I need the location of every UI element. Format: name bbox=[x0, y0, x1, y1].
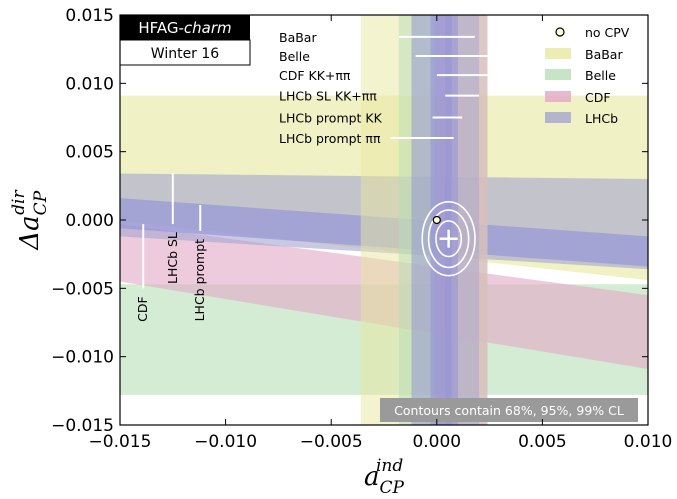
contour-annotation: Contours contain 68%, 95%, 99% CL bbox=[380, 398, 638, 422]
meas-label-belle: Belle bbox=[279, 49, 310, 64]
logo-title-italic: charm bbox=[184, 19, 232, 37]
x-tick-label-1: −0.010 bbox=[194, 432, 257, 452]
logo-title-main: HFAG- bbox=[138, 19, 184, 37]
y-axis-title-main: Δa bbox=[15, 215, 45, 250]
y-axis-title-sub: CP bbox=[31, 190, 51, 215]
contour-99cl bbox=[421, 201, 476, 277]
band-ind-lhcb-prompt-5 bbox=[411, 15, 452, 425]
logo-subtitle: Winter 16 bbox=[151, 46, 220, 62]
meas-label-lhcb-prompt-kk: LHCb prompt KK bbox=[279, 111, 383, 126]
y-tick-label-4: −0.005 bbox=[51, 279, 114, 299]
dir-label-lhcb-prompt: LHCb prompt bbox=[192, 239, 207, 322]
dir-label-lhcb-sl: LHCb SL bbox=[165, 232, 180, 284]
x-tick-label-2: −0.005 bbox=[300, 432, 363, 452]
legend-label-lhcb: LHCb bbox=[585, 111, 618, 126]
meas-label-babar: BaBar bbox=[279, 30, 317, 45]
legend-label-babar: BaBar bbox=[585, 47, 623, 62]
meas-label-lhcb-prompt: LHCb prompt ππ bbox=[279, 131, 381, 146]
x-tick-label-5: 0.010 bbox=[624, 432, 673, 452]
annotation-text: Contours contain 68%, 95%, 99% CL bbox=[394, 403, 624, 418]
ticks-layer: −0.015 −0.010 −0.005 0.000 0.005 0.010 0.015 0.… bbox=[51, 6, 672, 452]
meas-label-cdf-kk: CDF KK+ππ bbox=[279, 68, 351, 83]
contour-68cl bbox=[435, 220, 463, 258]
legend-swatch-belle bbox=[545, 69, 571, 80]
bands-layer bbox=[120, 15, 648, 425]
y-axis-title-group: ΔaCPdir bbox=[9, 190, 51, 251]
dir-label-cdf: CDF bbox=[135, 296, 150, 322]
x-axis-title-main: a bbox=[364, 462, 380, 492]
logo-title: HFAG-charm bbox=[138, 19, 231, 37]
y-tick-label-0: 0.015 bbox=[65, 6, 114, 26]
y-tick-label-6: −0.015 bbox=[51, 416, 114, 436]
x-axis-title: aCPind bbox=[364, 456, 405, 498]
x-tick-label-3: 0.000 bbox=[412, 432, 461, 452]
y-axis-title-sup: dir bbox=[9, 190, 29, 215]
legend-marker-no-cpv bbox=[555, 27, 565, 37]
hfag-logo: HFAG-charm Winter 16 bbox=[119, 15, 251, 66]
contour-95cl bbox=[427, 209, 470, 269]
no-cpv-point bbox=[432, 215, 441, 225]
y-tick-label-1: 0.010 bbox=[65, 74, 114, 94]
legend-label-belle: Belle bbox=[585, 68, 616, 83]
legend-label-cdf: CDF bbox=[585, 90, 611, 105]
legend-swatch-cdf bbox=[545, 91, 571, 102]
x-axis-title-sup: ind bbox=[376, 456, 403, 476]
logo-top-box bbox=[120, 15, 250, 40]
y-tick-label-5: −0.010 bbox=[51, 348, 114, 368]
x-axis-title-sub: CP bbox=[380, 478, 405, 498]
annotation-box bbox=[380, 398, 638, 422]
legend-label-no-cpv: no CPV bbox=[585, 25, 630, 40]
legend-swatch-lhcb bbox=[545, 112, 571, 123]
logo-bottom-box bbox=[119, 39, 251, 66]
x-tick-label-0: −0.015 bbox=[89, 432, 152, 452]
y-tick-label-2: 0.005 bbox=[65, 143, 114, 163]
y-tick-label-3: 0.000 bbox=[65, 211, 114, 231]
x-tick-label-4: 0.005 bbox=[518, 432, 567, 452]
contours-layer bbox=[421, 201, 476, 277]
legend: no CPV BaBar Belle CDF LHCb bbox=[545, 25, 630, 126]
legend-swatch-babar bbox=[545, 48, 571, 59]
y-axis-title: ΔaCPdir bbox=[9, 190, 51, 251]
measurement-labels-layer: BaBar Belle CDF KK+ππ LHCb SL KK+ππ LHCb pro… bbox=[135, 30, 518, 322]
meas-label-lhcb-sl-kk: LHCb SL KK+ππ bbox=[279, 89, 377, 104]
